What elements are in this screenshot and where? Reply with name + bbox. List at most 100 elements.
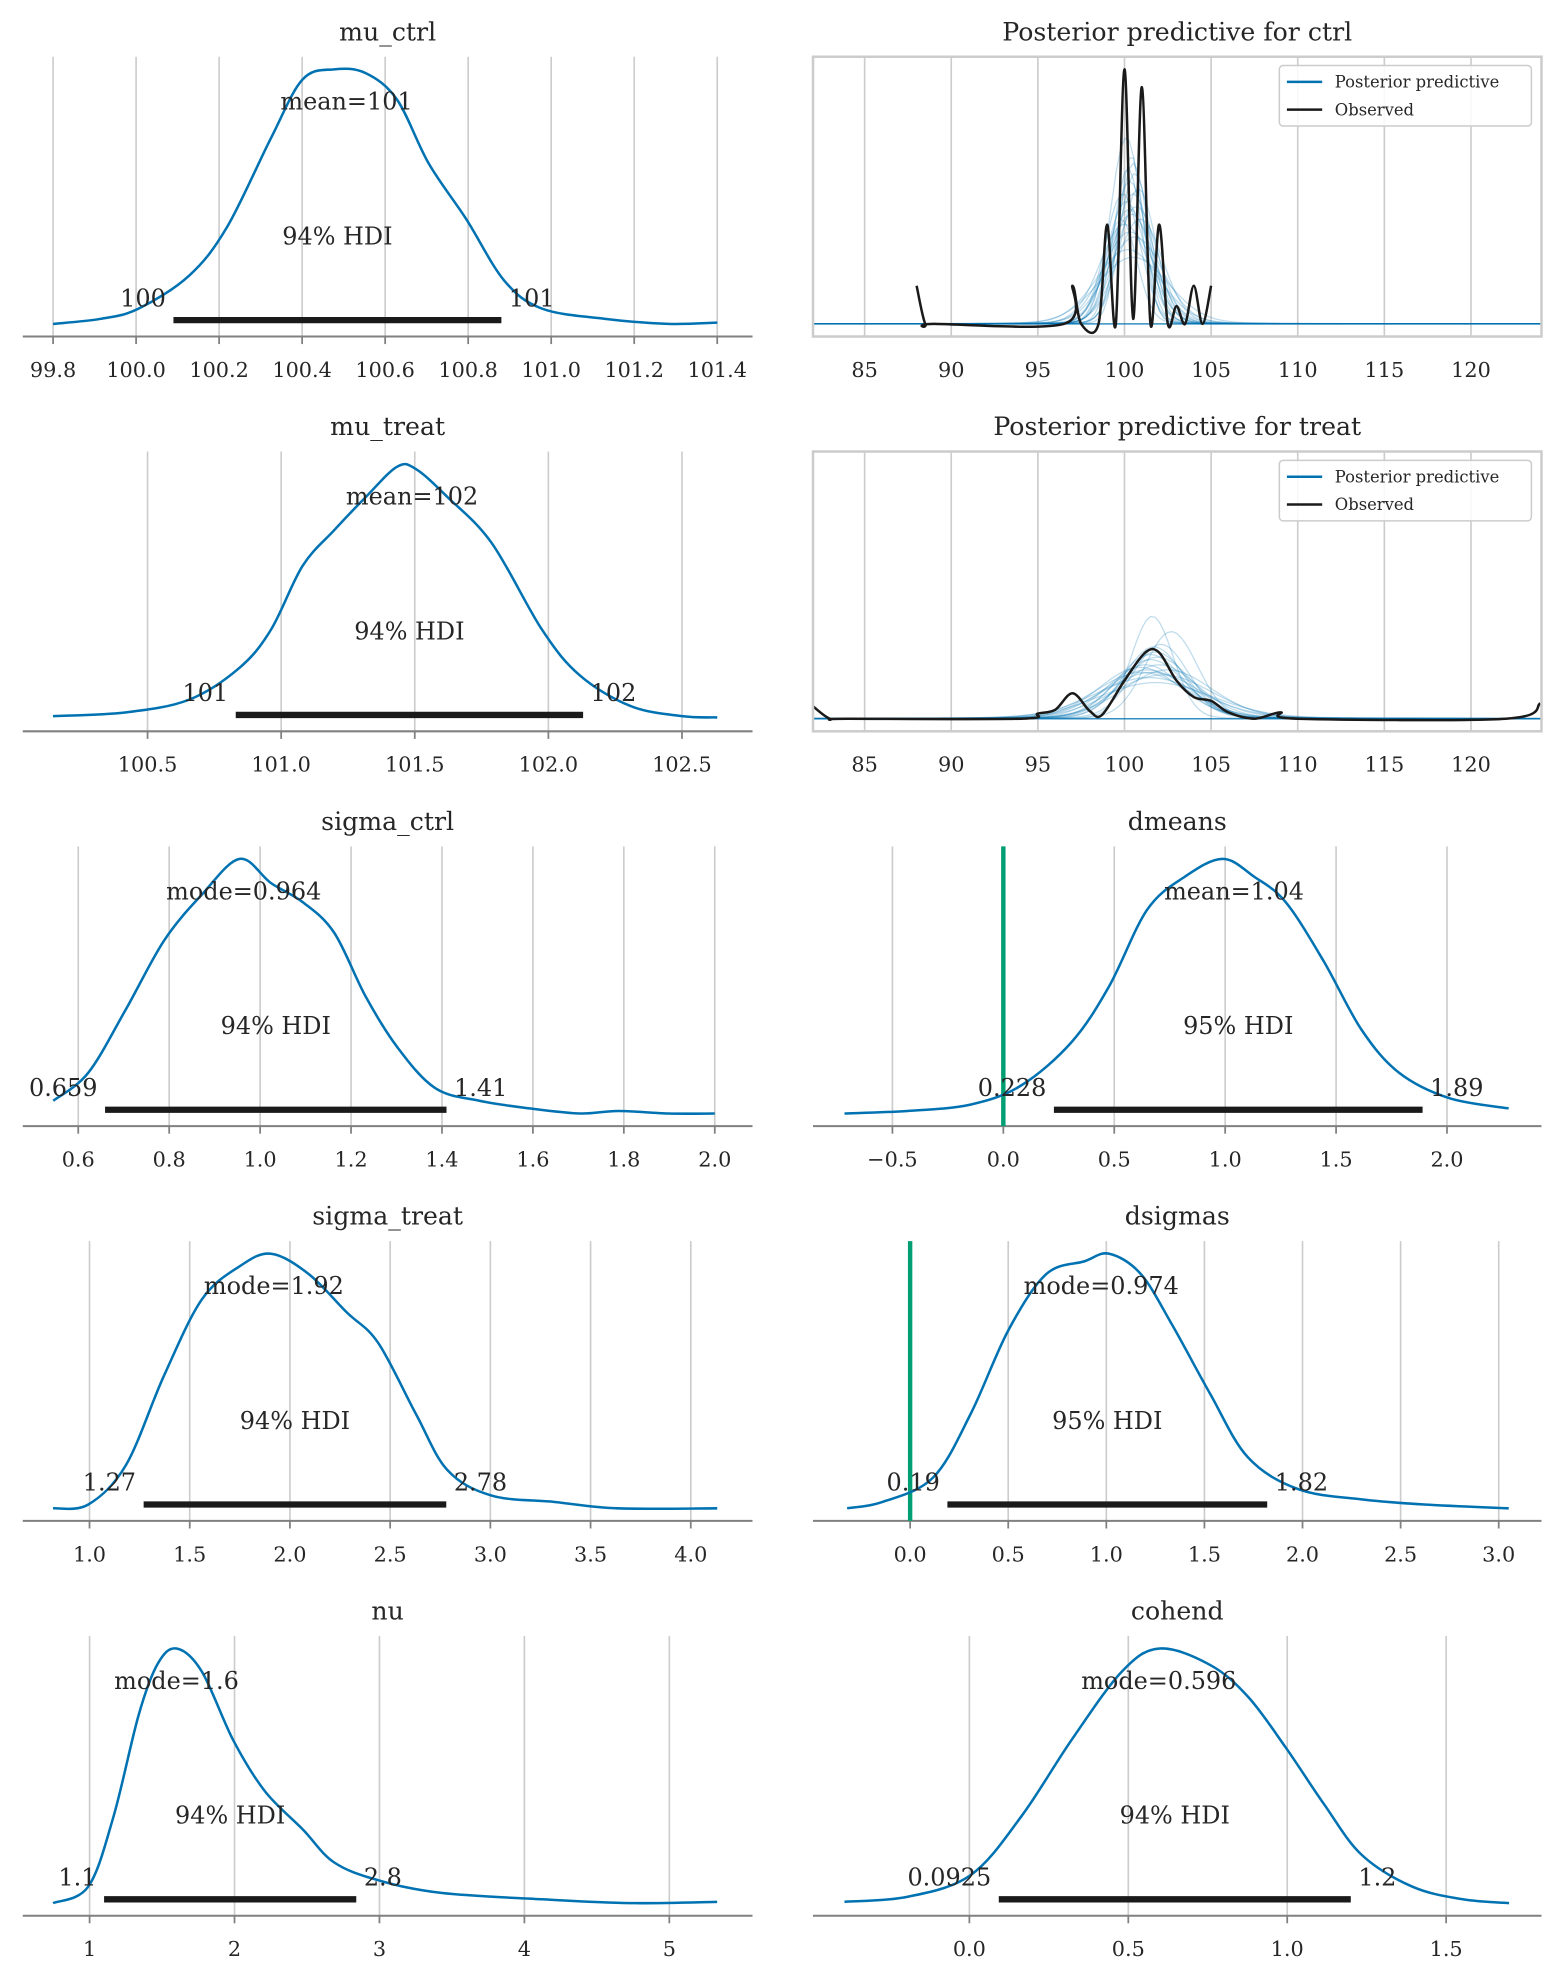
tick-label: 101.2 <box>604 358 664 382</box>
tick-label: 0.0 <box>894 1542 927 1566</box>
tick-label: 85 <box>851 358 877 382</box>
tick-label: 0.6 <box>62 1147 95 1171</box>
tick-label: 85 <box>851 753 877 777</box>
tick-label: 2.0 <box>698 1147 731 1171</box>
tick-label: 3.0 <box>474 1542 507 1566</box>
panel-title: cohend <box>1131 1597 1224 1626</box>
tick-label: 115 <box>1365 358 1405 382</box>
tick-label: 100.0 <box>106 358 165 382</box>
panel-title: sigma_treat <box>312 1202 463 1232</box>
tick-label: 101.0 <box>251 753 311 777</box>
tick-label: 4 <box>518 1937 531 1961</box>
tick-label: 1.5 <box>1320 1147 1353 1171</box>
hdi-label: 94% HDI <box>221 1012 331 1040</box>
tick-label: 1.0 <box>73 1542 106 1566</box>
panel-cohend: cohend 0.0 0.5 1.0 1.5 0.0925 1.2 94% HDI mode=0… <box>813 1597 1542 1961</box>
legend-entry: Posterior predictive <box>1335 73 1500 92</box>
hdi-lower-label: 100 <box>120 284 166 312</box>
tick-label: 120 <box>1451 358 1491 382</box>
panel-title: mu_ctrl <box>339 17 436 47</box>
hdi-label: 95% HDI <box>1052 1407 1162 1435</box>
posterior-predictive-draw <box>813 179 1541 325</box>
hdi-lower-label: 0.19 <box>887 1469 940 1497</box>
panel-sigma-ctrl: sigma_ctrl 0.6 0.8 1.0 1.2 1.4 1.6 1.8 2.0 0.659 1… <box>22 807 753 1171</box>
panel-mu-treat: mu_treat 100.5 101.0 101.5 102.0 102.5 101 102 9… <box>22 412 753 777</box>
hdi-upper-label: 1.2 <box>1358 1863 1396 1891</box>
tick-label: 90 <box>938 753 964 777</box>
tick-label: 5 <box>663 1937 676 1961</box>
tick-label: 100.4 <box>272 358 331 382</box>
posterior-predictive-draw <box>813 656 1541 720</box>
tick-label: 1.8 <box>607 1147 640 1171</box>
panel-title: Posterior predictive for ctrl <box>1002 17 1352 46</box>
density-curve <box>52 1647 718 1905</box>
tick-label: 100.8 <box>438 358 498 382</box>
legend-box <box>1278 64 1533 127</box>
panel-nu: nu 1 2 3 4 5 1.1 2.8 94% HDI mode=1.6 <box>22 1597 753 1961</box>
legend-entry: Posterior predictive <box>1335 467 1500 486</box>
legend: Posterior predictive Observed <box>1278 459 1533 522</box>
hdi-upper-label: 2.8 <box>364 1863 402 1891</box>
hdi-label: 94% HDI <box>282 223 392 251</box>
panel-title: sigma_ctrl <box>321 807 454 837</box>
panel-dmeans: dmeans −0.5 0.0 0.5 1.0 1.5 2.0 0.228 1.89 95% HD… <box>813 807 1542 1171</box>
tick-label: 110 <box>1278 753 1318 777</box>
tick-label: 1.0 <box>1090 1542 1123 1566</box>
tick-label: 102.0 <box>519 753 579 777</box>
hdi-lower-label: 0.659 <box>29 1074 98 1102</box>
legend-entry: Observed <box>1335 495 1414 514</box>
tick-label: 2.0 <box>273 1542 306 1566</box>
point-estimate-label: mode=0.596 <box>1081 1667 1236 1695</box>
panel-mu-ctrl: mu_ctrl 99.8 100.0 100.2 100.4 100.6 100.8 101.… <box>22 17 753 382</box>
panel-title: mu_treat <box>330 412 445 442</box>
legend: Posterior predictive Observed <box>1278 64 1533 127</box>
tick-label: 1.5 <box>1188 1542 1221 1566</box>
hdi-lower-label: 1.1 <box>58 1863 96 1891</box>
tick-label: 0.5 <box>992 1542 1025 1566</box>
tick-label: 1.6 <box>516 1147 549 1171</box>
hdi-lower-label: 0.228 <box>978 1074 1047 1102</box>
point-estimate-label: mode=0.964 <box>166 877 321 905</box>
tick-label: 100 <box>1105 358 1145 382</box>
point-estimate-label: mode=0.974 <box>1024 1272 1179 1300</box>
tick-label: 2 <box>228 1937 241 1961</box>
point-estimate-label: mean=1.04 <box>1164 877 1304 905</box>
posterior-predictive-draw <box>813 631 1541 720</box>
tick-label: 1.0 <box>1209 1147 1242 1171</box>
hdi-upper-label: 1.89 <box>1430 1074 1483 1102</box>
hdi-upper-label: 1.82 <box>1275 1469 1328 1497</box>
tick-label: 2.5 <box>374 1542 407 1566</box>
tick-label: 1.4 <box>425 1147 458 1171</box>
panel-title: Posterior predictive for treat <box>993 412 1361 441</box>
hdi-upper-label: 2.78 <box>454 1469 507 1497</box>
density-curve <box>844 857 1509 1115</box>
tick-label: 0.5 <box>1112 1937 1145 1961</box>
hdi-label: 94% HDI <box>175 1802 285 1830</box>
tick-label: 0.8 <box>153 1147 186 1171</box>
tick-label: 1.0 <box>244 1147 277 1171</box>
posterior-predictive-draw <box>813 615 1541 720</box>
density-curve <box>52 67 718 326</box>
tick-label: 0.0 <box>953 1937 986 1961</box>
observed-curve <box>813 647 1542 722</box>
tick-label: 1.0 <box>1271 1937 1304 1961</box>
panel-posterior-predictive-for-treat: Posterior predictive for treat 85 90 95 100 1… <box>811 412 1543 777</box>
posterior-predictive-draw <box>813 161 1541 325</box>
tick-label: 105 <box>1191 358 1231 382</box>
plot-frame <box>811 55 1543 338</box>
tick-label: 3 <box>373 1937 386 1961</box>
tick-label: 2.0 <box>1430 1147 1463 1171</box>
tick-label: 100 <box>1105 753 1145 777</box>
ppc-plot-area <box>813 615 1542 722</box>
tick-label: 101.4 <box>687 358 747 382</box>
panel-sigma-treat: sigma_treat 1.0 1.5 2.0 2.5 3.0 3.5 4.0 1.27 2.78… <box>22 1202 753 1566</box>
tick-label: 0.0 <box>987 1147 1020 1171</box>
tick-label: 1 <box>83 1937 96 1961</box>
hdi-lower-label: 1.27 <box>83 1469 136 1497</box>
posterior-predictive-draw <box>813 681 1541 720</box>
hdi-lower-label: 101 <box>182 679 228 707</box>
tick-label: −0.5 <box>867 1147 917 1171</box>
panel-title: dsigmas <box>1125 1202 1230 1231</box>
panel-title: nu <box>371 1597 403 1626</box>
